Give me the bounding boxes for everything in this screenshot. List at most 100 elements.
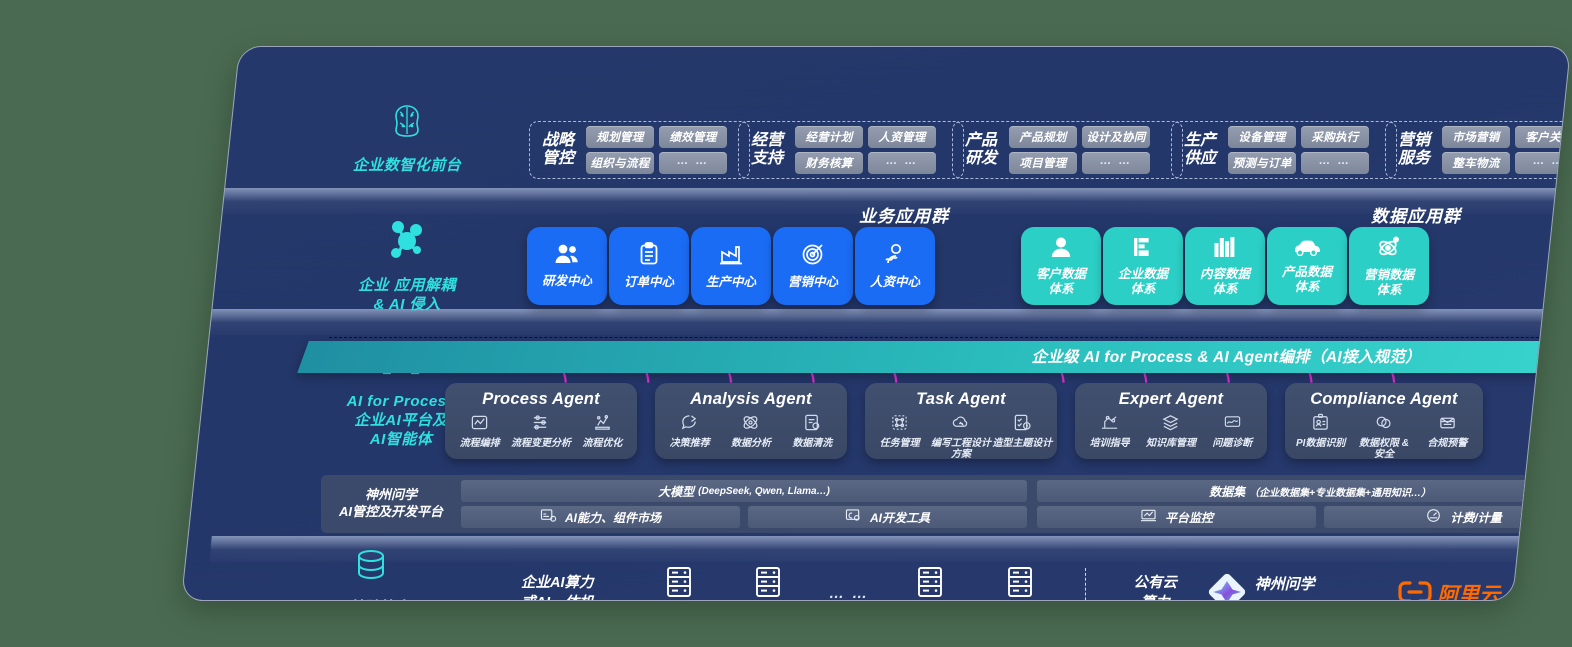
data-card-marketing[interactable]: 营销数据 体系 — [1349, 227, 1429, 305]
infra-logo-smartvision[interactable]: 神州问学 Smart Vision — [1205, 570, 1376, 601]
data-clean-icon — [782, 413, 843, 436]
data-card-enterprise[interactable]: 企业数据 体系 — [1103, 227, 1183, 305]
agent-card-analysis[interactable]: Analysis Agent 决策推荐 数据分析 数据清洗 — [655, 383, 847, 459]
agent-feature[interactable]: 培训指导 — [1079, 413, 1140, 449]
agent-feature[interactable]: 数据清洗 — [782, 413, 843, 449]
chip[interactable]: 客户关系 — [1515, 126, 1572, 148]
agent-feature[interactable]: 决策推荐 — [659, 413, 720, 449]
platform-devtool-label: AI开发工具 — [869, 510, 930, 525]
chip[interactable]: 产品规划 — [1009, 126, 1077, 148]
database-icon — [271, 547, 471, 591]
agent-feature[interactable]: 流程编排 — [449, 413, 510, 449]
chip[interactable]: … … — [1515, 152, 1572, 174]
infra-node-allinone-1[interactable]: AI一体机 — [885, 566, 975, 602]
agent-feature[interactable]: PI数据识别 — [1289, 413, 1352, 449]
gauge-icon — [1425, 508, 1442, 526]
ai-orchestration-banner-text: 企业级 AI for Process & AI Agent编排（AI接入规范） — [1031, 349, 1421, 366]
data-card-product[interactable]: 产品数据 体系 — [1267, 227, 1347, 305]
chip[interactable]: 经营计划 — [795, 126, 863, 148]
shield-lock-icon — [1352, 413, 1415, 436]
app-card-rd-center[interactable]: 研发中心 — [527, 227, 607, 305]
agent-feature-label: 知识库管理 — [1145, 437, 1196, 449]
app-card-order-center[interactable]: 订单中心 — [609, 227, 689, 305]
agent-feature-label: 流程编排 — [459, 437, 500, 449]
platform-monitor-bar[interactable]: 平台监控 — [1037, 506, 1316, 528]
chip[interactable]: 规划管理 — [586, 126, 654, 148]
platform-billing-bar[interactable]: 计费/计量 — [1324, 506, 1572, 528]
agent-card-compliance[interactable]: Compliance Agent PI数据识别 数据权限 & 安全 合规预警 — [1285, 383, 1483, 461]
chip[interactable]: 人资管理 — [868, 126, 936, 148]
agent-card-process[interactable]: Process Agent 流程编排 流程变更分析 流程优化 — [445, 383, 637, 459]
platform-devtool-bar[interactable]: AI开发工具 — [748, 506, 1027, 528]
agent-feature[interactable]: 数据分析 — [720, 413, 781, 449]
data-card-content[interactable]: 内容数据 体系 — [1185, 227, 1265, 305]
agent-feature-label: 任务管理 — [879, 437, 920, 449]
flow-chart-icon — [449, 413, 510, 436]
chip[interactable]: … … — [868, 152, 936, 174]
group-product-rd[interactable]: 产品 研发 产品规划 设计及协同 项目管理 … … — [952, 121, 1183, 179]
bars-icon — [1213, 236, 1237, 262]
agent-feature[interactable]: 流程优化 — [572, 413, 633, 449]
platform-dataset-bar[interactable]: 数据集 （企业数据集+专业数据集+通用知识…） — [1037, 480, 1572, 502]
infra-logo-huawei[interactable]: HUAWEI — [1523, 570, 1572, 602]
infra-node-row: 企业AI算力或AI一体机 数据中心 数据中心 … … AI一体机 — [271, 551, 1572, 602]
app-card-marketing-center[interactable]: 营销中心 — [773, 227, 853, 305]
chip[interactable]: 组织与流程 — [586, 152, 654, 174]
group-manufacturing-title: 生产 供应 — [1183, 132, 1216, 167]
agent-feature[interactable]: 问题诊断 — [1202, 413, 1263, 449]
agent-feature[interactable]: 合规预警 — [1416, 413, 1479, 449]
users-icon — [554, 243, 580, 269]
agent-feature[interactable]: 任务管理 — [869, 413, 930, 449]
chip[interactable]: 设备管理 — [1228, 126, 1296, 148]
agent-feature-label: 流程优化 — [582, 437, 623, 449]
ai-platform-strip: 神州问学 AI管控及开发平台 大模型 (DeepSeek, Qwen, Llam… — [321, 475, 1572, 533]
agent-feature[interactable]: 知识库管理 — [1140, 413, 1201, 449]
platform-name-line1: 神州问学 — [364, 487, 417, 503]
factory-icon — [718, 243, 744, 270]
chip[interactable]: 预测与订单 — [1228, 152, 1296, 174]
devtool-icon — [845, 508, 862, 526]
chip[interactable]: 绩效管理 — [659, 126, 727, 148]
chip[interactable]: 设计及协同 — [1082, 126, 1150, 148]
agent-feature[interactable]: 编写工程设计方案 — [930, 413, 991, 461]
layer-label-infra: AI基础算力 — [271, 547, 471, 601]
infra-logo-aliyun[interactable]: 阿里云 — [1375, 579, 1523, 601]
platform-col-left: 大模型 (DeepSeek, Qwen, Llama…) AI能力、组件市场 A… — [461, 480, 1027, 528]
agent-card-expert[interactable]: Expert Agent 培训指导 知识库管理 问题诊断 — [1075, 383, 1267, 459]
data-card-customer[interactable]: 客户数据 体系 — [1021, 227, 1101, 305]
agent-feature[interactable]: 造型主题设计 — [992, 413, 1053, 449]
platform-ai-market-bar[interactable]: AI能力、组件市场 — [461, 506, 740, 528]
brain-icon — [307, 99, 507, 149]
infra-node-datacenter-1[interactable]: 数据中心 — [634, 566, 724, 602]
optimize-icon — [572, 413, 633, 436]
chip[interactable]: … … — [659, 152, 727, 174]
agent-card-task[interactable]: Task Agent 任务管理 编写工程设计方案 造型主题设计 — [865, 383, 1057, 461]
chip[interactable]: … … — [1082, 152, 1150, 174]
group-manufacturing[interactable]: 生产 供应 设备管理 采购执行 预测与订单 … … — [1171, 121, 1397, 179]
smartvision-logo-cn: 神州问学 — [1254, 576, 1315, 594]
platform-llm-bar[interactable]: 大模型 (DeepSeek, Qwen, Llama…) — [461, 480, 1027, 502]
agent-feature[interactable]: 数据权限 & 安全 — [1352, 413, 1415, 461]
chip[interactable]: 财务核算 — [795, 152, 863, 174]
agent-feature[interactable]: 流程变更分析 — [510, 413, 571, 449]
group-operations[interactable]: 经营 支持 经营计划 人资管理 财务核算 … … — [738, 121, 964, 179]
chip[interactable]: 整车物流 — [1442, 152, 1510, 174]
layer-label-apps: 企业 应用解耦 & AI 侵入 — [307, 217, 507, 315]
chip[interactable]: 市场营销 — [1442, 126, 1510, 148]
diagnose-icon — [1202, 413, 1263, 436]
infra-node-datacenter-2[interactable]: 数据中心 — [723, 566, 813, 602]
layer-shine-1 — [210, 188, 1572, 201]
group-strategy[interactable]: 战略 管控 规划管理 绩效管理 组织与流程 … … — [529, 121, 750, 179]
infra-node-allinone-2[interactable]: AI一体机 — [975, 566, 1065, 602]
app-card-label: 订单中心 — [623, 275, 674, 289]
layer-label-apps-line2: & AI 侵入 — [373, 295, 441, 313]
smartvision-logo-en: Smart Vision — [1255, 599, 1316, 601]
chip[interactable]: 项目管理 — [1009, 152, 1077, 174]
app-card-hr-center[interactable]: 人资中心 — [855, 227, 935, 305]
chip[interactable]: 采购执行 — [1301, 126, 1369, 148]
app-card-production-center[interactable]: 生产中心 — [691, 227, 771, 305]
list-settings-icon — [510, 413, 571, 436]
group-marketing-service[interactable]: 营销 服务 市场营销 客户关系 整车物流 … … — [1385, 121, 1572, 179]
chip[interactable]: … … — [1301, 152, 1369, 174]
